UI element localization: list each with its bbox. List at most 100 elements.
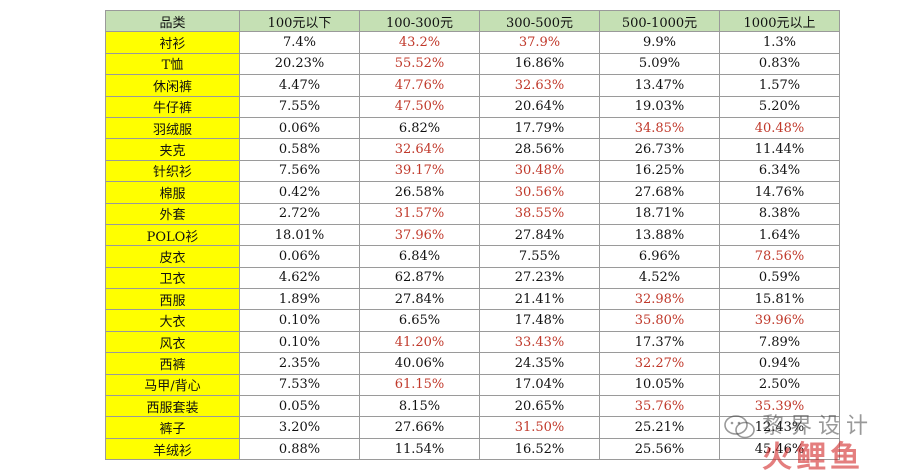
table-row: 针织衫 7.56% 39.17% 30.48% 16.25% 6.34%: [105, 159, 840, 183]
table-body: 衬衫 7.4% 43.2% 37.9% 9.9% 1.3% T恤 20.23% 55.52% 16…: [105, 31, 840, 461]
value-cell-under-100: 0.06%: [239, 116, 360, 140]
category-cell: 大衣: [105, 309, 240, 332]
header-cell-over-1000: 1000元以上: [719, 9, 840, 33]
value-cell-300-500: 31.50%: [479, 416, 600, 439]
value-cell-300-500: 17.79%: [479, 116, 600, 140]
table-row: 马甲/背心 7.53% 61.15% 17.04% 10.05% 2.50%: [105, 373, 840, 397]
value-cell-over-1000: 0.83%: [719, 52, 840, 76]
category-cell: 夹克: [105, 138, 240, 161]
value-cell-100-300: 47.76%: [359, 74, 480, 97]
value-cell-under-100: 7.53%: [239, 373, 360, 397]
value-cell-100-300: 32.64%: [359, 138, 480, 161]
category-cell: 西服套装: [105, 395, 240, 418]
value-cell-over-1000: 78.56%: [719, 245, 840, 268]
header-cell-500-1000: 500-1000元: [599, 9, 720, 33]
value-cell-under-100: 4.62%: [239, 266, 360, 290]
value-cell-under-100: 0.06%: [239, 245, 360, 268]
value-cell-under-100: 1.89%: [239, 288, 360, 311]
value-cell-100-300: 40.06%: [359, 352, 480, 375]
value-cell-500-1000: 10.05%: [599, 373, 720, 397]
value-cell-500-1000: 32.98%: [599, 288, 720, 311]
value-cell-over-1000: 0.94%: [719, 352, 840, 375]
header-cell-300-500: 300-500元: [479, 9, 600, 33]
table-row: 羊绒衫 0.88% 11.54% 16.52% 25.56% 45.46%: [105, 437, 840, 461]
value-cell-300-500: 24.35%: [479, 352, 600, 375]
table-row: 西裤 2.35% 40.06% 24.35% 32.27% 0.94%: [105, 352, 840, 375]
category-cell: 皮衣: [105, 245, 240, 268]
value-cell-500-1000: 13.47%: [599, 74, 720, 97]
value-cell-over-1000: 5.20%: [719, 95, 840, 118]
value-cell-100-300: 37.96%: [359, 223, 480, 247]
value-cell-under-100: 0.42%: [239, 181, 360, 204]
category-cell: 羊绒衫: [105, 437, 240, 461]
table-row: 风衣 0.10% 41.20% 33.43% 17.37% 7.89%: [105, 330, 840, 354]
header-row: 品类 100元以下 100-300元 300-500元 500-1000元 10…: [105, 9, 840, 33]
value-cell-under-100: 7.4%: [239, 31, 360, 54]
value-cell-over-1000: 2.50%: [719, 373, 840, 397]
value-cell-under-100: 18.01%: [239, 223, 360, 247]
value-cell-300-500: 20.65%: [479, 395, 600, 418]
category-cell: 裤子: [105, 416, 240, 439]
category-cell: 棉服: [105, 181, 240, 204]
value-cell-100-300: 43.2%: [359, 31, 480, 54]
value-cell-100-300: 55.52%: [359, 52, 480, 76]
category-cell: 卫衣: [105, 266, 240, 290]
table-row: 皮衣 0.06% 6.84% 7.55% 6.96% 78.56%: [105, 245, 840, 268]
table-row: 卫衣 4.62% 62.87% 27.23% 4.52% 0.59%: [105, 266, 840, 290]
table-row: T恤 20.23% 55.52% 16.86% 5.09% 0.83%: [105, 52, 840, 76]
header-cell-category: 品类: [105, 9, 240, 33]
value-cell-under-100: 2.72%: [239, 202, 360, 225]
value-cell-100-300: 39.17%: [359, 159, 480, 183]
value-cell-300-500: 30.56%: [479, 181, 600, 204]
category-cell: 羽绒服: [105, 116, 240, 140]
value-cell-over-1000: 35.39%: [719, 395, 840, 418]
table-row: 西服套装 0.05% 8.15% 20.65% 35.76% 35.39%: [105, 395, 840, 418]
value-cell-under-100: 0.58%: [239, 138, 360, 161]
value-cell-over-1000: 40.48%: [719, 116, 840, 140]
table-row: 衬衫 7.4% 43.2% 37.9% 9.9% 1.3%: [105, 31, 840, 54]
value-cell-500-1000: 13.88%: [599, 223, 720, 247]
value-cell-300-500: 27.84%: [479, 223, 600, 247]
value-cell-300-500: 16.86%: [479, 52, 600, 76]
table-row: 西服 1.89% 27.84% 21.41% 32.98% 15.81%: [105, 288, 840, 311]
value-cell-100-300: 27.84%: [359, 288, 480, 311]
value-cell-300-500: 17.04%: [479, 373, 600, 397]
value-cell-500-1000: 35.80%: [599, 309, 720, 332]
value-cell-500-1000: 32.27%: [599, 352, 720, 375]
value-cell-under-100: 0.88%: [239, 437, 360, 461]
table-row: 夹克 0.58% 32.64% 28.56% 26.73% 11.44%: [105, 138, 840, 161]
value-cell-under-100: 0.10%: [239, 330, 360, 354]
value-cell-over-1000: 8.38%: [719, 202, 840, 225]
value-cell-over-1000: 15.81%: [719, 288, 840, 311]
value-cell-300-500: 16.52%: [479, 437, 600, 461]
value-cell-500-1000: 26.73%: [599, 138, 720, 161]
value-cell-300-500: 17.48%: [479, 309, 600, 332]
value-cell-under-100: 7.56%: [239, 159, 360, 183]
table-row: 大衣 0.10% 6.65% 17.48% 35.80% 39.96%: [105, 309, 840, 332]
value-cell-500-1000: 17.37%: [599, 330, 720, 354]
value-cell-500-1000: 9.9%: [599, 31, 720, 54]
category-cell: 牛仔裤: [105, 95, 240, 118]
value-cell-over-1000: 12.43%: [719, 416, 840, 439]
value-cell-100-300: 6.82%: [359, 116, 480, 140]
value-cell-over-1000: 7.89%: [719, 330, 840, 354]
category-cell: 马甲/背心: [105, 373, 240, 397]
table-row: 羽绒服 0.06% 6.82% 17.79% 34.85% 40.48%: [105, 116, 840, 140]
value-cell-500-1000: 19.03%: [599, 95, 720, 118]
value-cell-100-300: 31.57%: [359, 202, 480, 225]
value-cell-over-1000: 39.96%: [719, 309, 840, 332]
value-cell-500-1000: 25.21%: [599, 416, 720, 439]
table-row: POLO衫 18.01% 37.96% 27.84% 13.88% 1.64%: [105, 223, 840, 247]
table-row: 棉服 0.42% 26.58% 30.56% 27.68% 14.76%: [105, 181, 840, 204]
value-cell-over-1000: 14.76%: [719, 181, 840, 204]
value-cell-under-100: 7.55%: [239, 95, 360, 118]
value-cell-300-500: 30.48%: [479, 159, 600, 183]
value-cell-100-300: 26.58%: [359, 181, 480, 204]
value-cell-500-1000: 18.71%: [599, 202, 720, 225]
value-cell-under-100: 0.10%: [239, 309, 360, 332]
category-cell: 风衣: [105, 330, 240, 354]
category-cell: 衬衫: [105, 31, 240, 54]
value-cell-100-300: 6.84%: [359, 245, 480, 268]
category-cell: 外套: [105, 202, 240, 225]
